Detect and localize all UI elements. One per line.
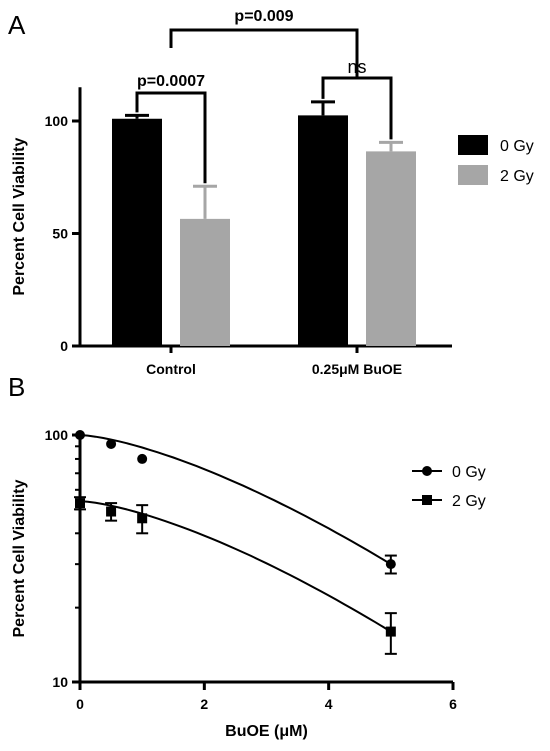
data-point <box>137 453 148 464</box>
fit-curve <box>79 434 392 566</box>
significance-bracket <box>135 91 207 184</box>
y-tick-label: 100 <box>45 113 69 129</box>
data-point <box>385 559 396 570</box>
bar <box>366 151 416 346</box>
x-tick-label: 0 <box>76 696 84 712</box>
y-tick-label: 0 <box>60 338 68 354</box>
significance-bracket <box>169 28 359 78</box>
x-tick-label: 2 <box>200 696 208 712</box>
data-point <box>106 438 117 449</box>
bar <box>112 118 162 346</box>
x-axis-title: BuOE (μM) <box>225 723 308 740</box>
x-tick-label: 6 <box>449 696 457 712</box>
data-point <box>75 430 85 440</box>
legend-label: 2 Gy <box>452 493 486 510</box>
y-axis-title: Percent Cell Viability <box>11 138 28 296</box>
fit-curve <box>79 500 392 633</box>
x-tick-label: 0.25μM BuOE <box>312 361 402 377</box>
panel-b: B 10 100 0 2 4 6 BuOE (μM) Percent Cell Viabilit… <box>8 372 486 740</box>
legend-label: 0 Gy <box>452 464 486 481</box>
y-tick-label: 10 <box>52 674 68 690</box>
data-point <box>385 626 396 637</box>
y-tick-label: 100 <box>45 427 69 443</box>
x-tick-label: Control <box>146 361 196 377</box>
data-point <box>106 506 117 517</box>
data-point <box>75 498 85 509</box>
legend-label: 0 Gy <box>500 138 534 155</box>
panel-a: A 0 50 100 Percent Cell Viability Control 0.25… <box>8 8 534 377</box>
bar <box>298 115 348 346</box>
bar <box>180 218 230 346</box>
legend-swatch <box>458 165 488 185</box>
legend-marker <box>422 495 432 505</box>
data-point <box>137 513 148 524</box>
legend-marker <box>422 466 432 476</box>
panel-letter: A <box>8 10 26 40</box>
legend-label: 2 Gy <box>500 168 534 185</box>
p-value-label: p=0.0007 <box>137 73 205 90</box>
x-tick-label: 4 <box>325 696 333 712</box>
panel-letter: B <box>8 372 25 402</box>
y-axis-title: Percent Cell Viability <box>11 479 28 637</box>
p-value-label: p=0.009 <box>234 8 293 25</box>
y-tick-label: 50 <box>52 226 68 242</box>
legend-swatch <box>458 135 488 155</box>
